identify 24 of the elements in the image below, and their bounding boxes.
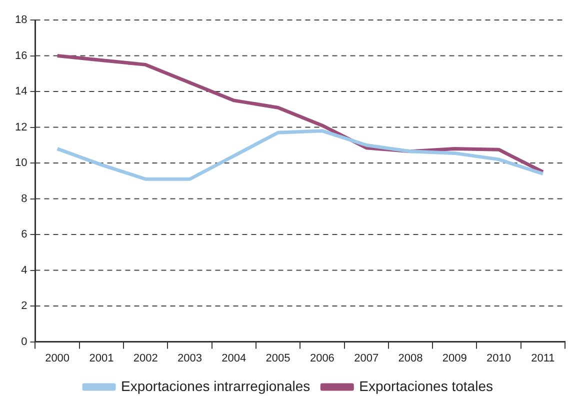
- x-tick-label: 2009: [442, 352, 467, 364]
- x-tick-label: 2011: [531, 352, 555, 364]
- y-tick-label: 12: [14, 121, 28, 134]
- legend-label: Exportaciones intrarregionales: [121, 378, 310, 394]
- y-tick-label: 18: [14, 14, 28, 26]
- legend-label: Exportaciones totales: [359, 378, 493, 394]
- y-tick-label: 0: [21, 336, 28, 348]
- x-tick-label: 2007: [354, 352, 379, 364]
- x-tick-label: 2005: [266, 352, 290, 364]
- y-tick-label: 10: [14, 157, 28, 170]
- x-tick-label: 2010: [486, 352, 512, 364]
- x-tick-label: 2001: [89, 352, 114, 364]
- y-tick-label: 8: [21, 192, 28, 205]
- x-tick-label: 2006: [310, 352, 334, 364]
- y-tick-label: 6: [21, 228, 28, 241]
- y-tick-label: 16: [14, 50, 28, 62]
- y-tick-label: 4: [21, 264, 28, 276]
- x-tick-label: 2000: [45, 352, 70, 364]
- x-tick-label: 2008: [398, 352, 423, 364]
- x-tick-label: 2002: [133, 352, 158, 364]
- x-tick-label: 2003: [178, 352, 202, 364]
- y-tick-label: 14: [14, 86, 28, 98]
- y-tick-label: 2: [21, 300, 28, 312]
- x-tick-label: 2004: [222, 352, 246, 364]
